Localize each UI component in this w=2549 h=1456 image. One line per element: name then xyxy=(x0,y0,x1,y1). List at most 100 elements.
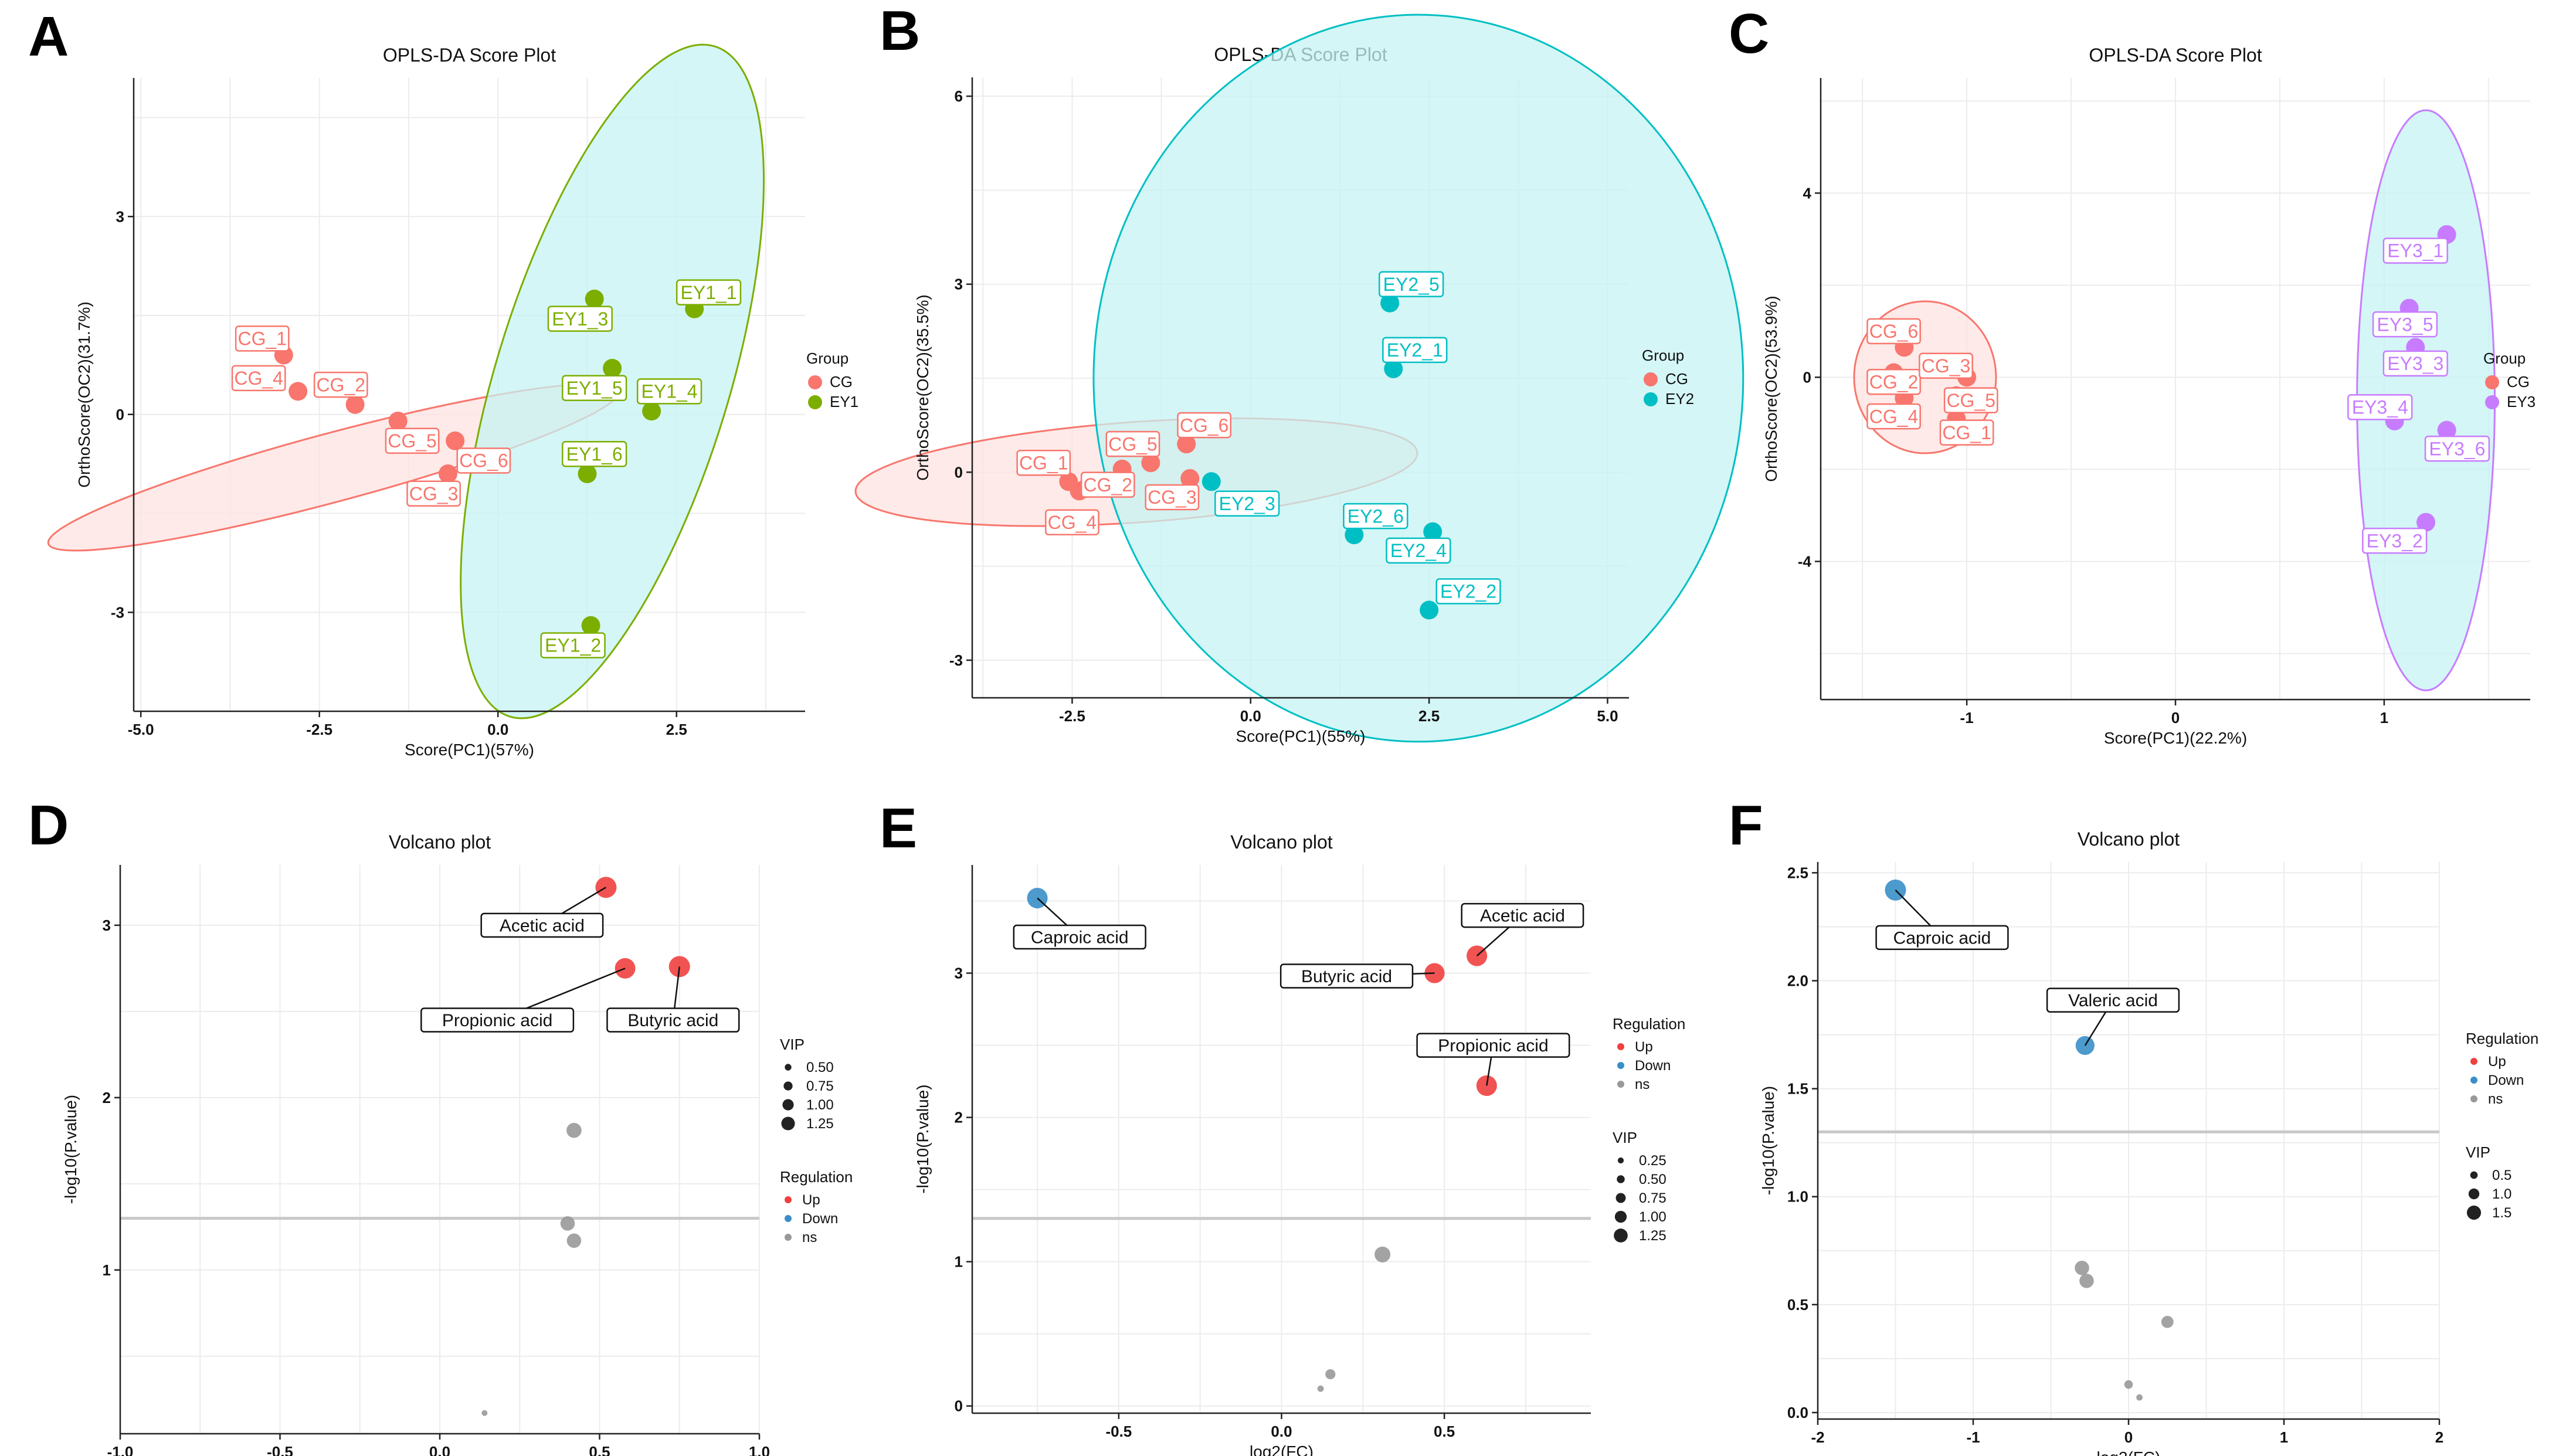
point-label-box xyxy=(2372,311,2438,338)
x-tick-label: 2.5 xyxy=(1418,707,1440,725)
point-label-box xyxy=(562,375,627,401)
y-tick-label: 3 xyxy=(103,917,111,934)
legend-entry: Down xyxy=(2488,1073,2524,1088)
data-point xyxy=(288,382,308,401)
chart-title-E: Volcano plot xyxy=(1230,831,1332,853)
x-tick-label: -1 xyxy=(1960,709,1974,727)
y-tick-label: 0.0 xyxy=(1787,1404,1808,1421)
x-tick-label: -2.5 xyxy=(1059,707,1085,725)
point-label-box xyxy=(480,912,604,938)
point-label: EY3_6 xyxy=(2429,438,2485,459)
data-point xyxy=(1317,1385,1324,1392)
point-label: Propionic acid xyxy=(442,1011,552,1030)
point-label-box xyxy=(636,378,702,405)
legend-entry: 1.00 xyxy=(1639,1209,1666,1225)
x-tick-label: -1 xyxy=(1966,1428,1980,1446)
point-label-box xyxy=(1919,352,1973,379)
chart-title-F: Volcano plot xyxy=(2078,829,2180,850)
panel-label-B: B xyxy=(880,0,920,62)
data-point xyxy=(1180,469,1200,488)
data-point xyxy=(1380,293,1400,313)
point-label-box xyxy=(2382,237,2448,264)
x-axis-title: Score(PC1)(57%) xyxy=(405,741,534,759)
point-label-box xyxy=(1866,403,1921,430)
panel-C: C OPLS-DA Score Plot -1 0 1 -4 0 4 Score(PC1)(22… xyxy=(1729,2,2536,747)
legend-entry: CG xyxy=(830,373,853,391)
y-tick-label: 3 xyxy=(116,208,124,225)
point-label-box xyxy=(406,480,461,507)
legend-entry: 0.25 xyxy=(1639,1153,1666,1169)
legend-entry: 1.0 xyxy=(2492,1186,2511,1202)
legend-entry: 1.25 xyxy=(806,1116,834,1132)
legend-size-swatch xyxy=(1614,1228,1628,1243)
x-tick-label: -0.5 xyxy=(267,1443,293,1456)
data-point xyxy=(345,395,365,414)
panel-label-F: F xyxy=(1729,794,1763,857)
legend-entry: 1.25 xyxy=(1639,1228,1666,1244)
point-label: CG_1 xyxy=(1019,452,1068,473)
y-tick-label: 2.0 xyxy=(1787,972,1808,990)
panel-E: E Volcano plot-0.5 0.0 0.50123log2(FC)-log1… xyxy=(880,797,1685,1456)
legend-entry: Down xyxy=(1635,1058,1671,1074)
data-point xyxy=(2416,513,2436,532)
data-point xyxy=(2124,1380,2133,1389)
legend-entry: EY2 xyxy=(1665,390,1694,408)
point-label-box xyxy=(1939,419,1994,446)
chart-title-D: Volcano plot xyxy=(389,831,491,853)
y-tick-label: -3 xyxy=(949,651,963,669)
point-label: EY3_2 xyxy=(2367,530,2423,551)
y-tick-label: 3 xyxy=(955,276,963,293)
x-axis-title: log2(FC) xyxy=(1250,1443,1313,1456)
point-label: CG_5 xyxy=(388,430,437,452)
point-label-box xyxy=(1435,578,1501,605)
point-label: EY1_1 xyxy=(681,282,737,303)
data-point xyxy=(438,464,457,483)
point-label-box xyxy=(1386,537,1451,564)
legend-entry: Up xyxy=(2488,1054,2506,1070)
point-label: CG_2 xyxy=(316,374,365,395)
legend-entry: CG xyxy=(2507,373,2530,391)
point-label-box xyxy=(1080,471,1135,498)
y-tick-label: 1.0 xyxy=(1787,1188,1808,1206)
data-point xyxy=(1374,1246,1391,1262)
legend-entry: ns xyxy=(802,1230,817,1245)
point-label-box xyxy=(1866,368,1921,395)
point-label-box xyxy=(1145,484,1200,511)
data-point xyxy=(1423,522,1442,541)
legend-size-swatch xyxy=(783,1081,793,1091)
x-tick-label: -2.5 xyxy=(306,721,332,738)
y-axis-title: OrthoScore(OC2)(35.5%) xyxy=(914,294,932,480)
legend-B: Group CG EY2 xyxy=(1642,347,1694,408)
legend-title: Group xyxy=(2483,349,2526,367)
point-label: EY3_5 xyxy=(2377,314,2433,335)
point-label-box xyxy=(2046,987,2180,1013)
legend-swatch xyxy=(2485,395,2499,409)
y-axis-title: OrthoScore(OC2)(53.9%) xyxy=(1762,296,1780,481)
data-point xyxy=(566,1122,582,1138)
point-label: CG_4 xyxy=(1869,406,1919,427)
x-tick-label: 0.0 xyxy=(1240,707,1261,725)
legend-swatch xyxy=(1644,392,1658,406)
x-tick-label: 1 xyxy=(2280,1428,2288,1446)
legend-size-swatch xyxy=(2470,1171,2478,1179)
legend-entry: 0.75 xyxy=(806,1078,834,1094)
point-label-box xyxy=(676,279,742,306)
x-tick-label: 2 xyxy=(2435,1428,2443,1446)
y-tick-label: 2 xyxy=(103,1089,111,1107)
point-label: Butyric acid xyxy=(627,1011,718,1030)
point-label-box xyxy=(1943,387,1998,413)
y-tick-label: -4 xyxy=(1798,552,1812,570)
point-label-box xyxy=(456,447,511,474)
point-label: EY2_3 xyxy=(1219,493,1275,514)
point-label: EY1_4 xyxy=(642,381,698,402)
y-tick-label: 3 xyxy=(955,965,963,982)
point-label-box xyxy=(2347,394,2413,420)
point-label: CG_4 xyxy=(234,368,283,389)
y-axis-title: OrthoScore(OC2)(31.7%) xyxy=(75,301,93,487)
legend-title: VIP xyxy=(1613,1129,1637,1146)
legend-entry: Up xyxy=(802,1192,820,1208)
legend-title: Group xyxy=(806,349,848,367)
data-point xyxy=(642,402,661,421)
